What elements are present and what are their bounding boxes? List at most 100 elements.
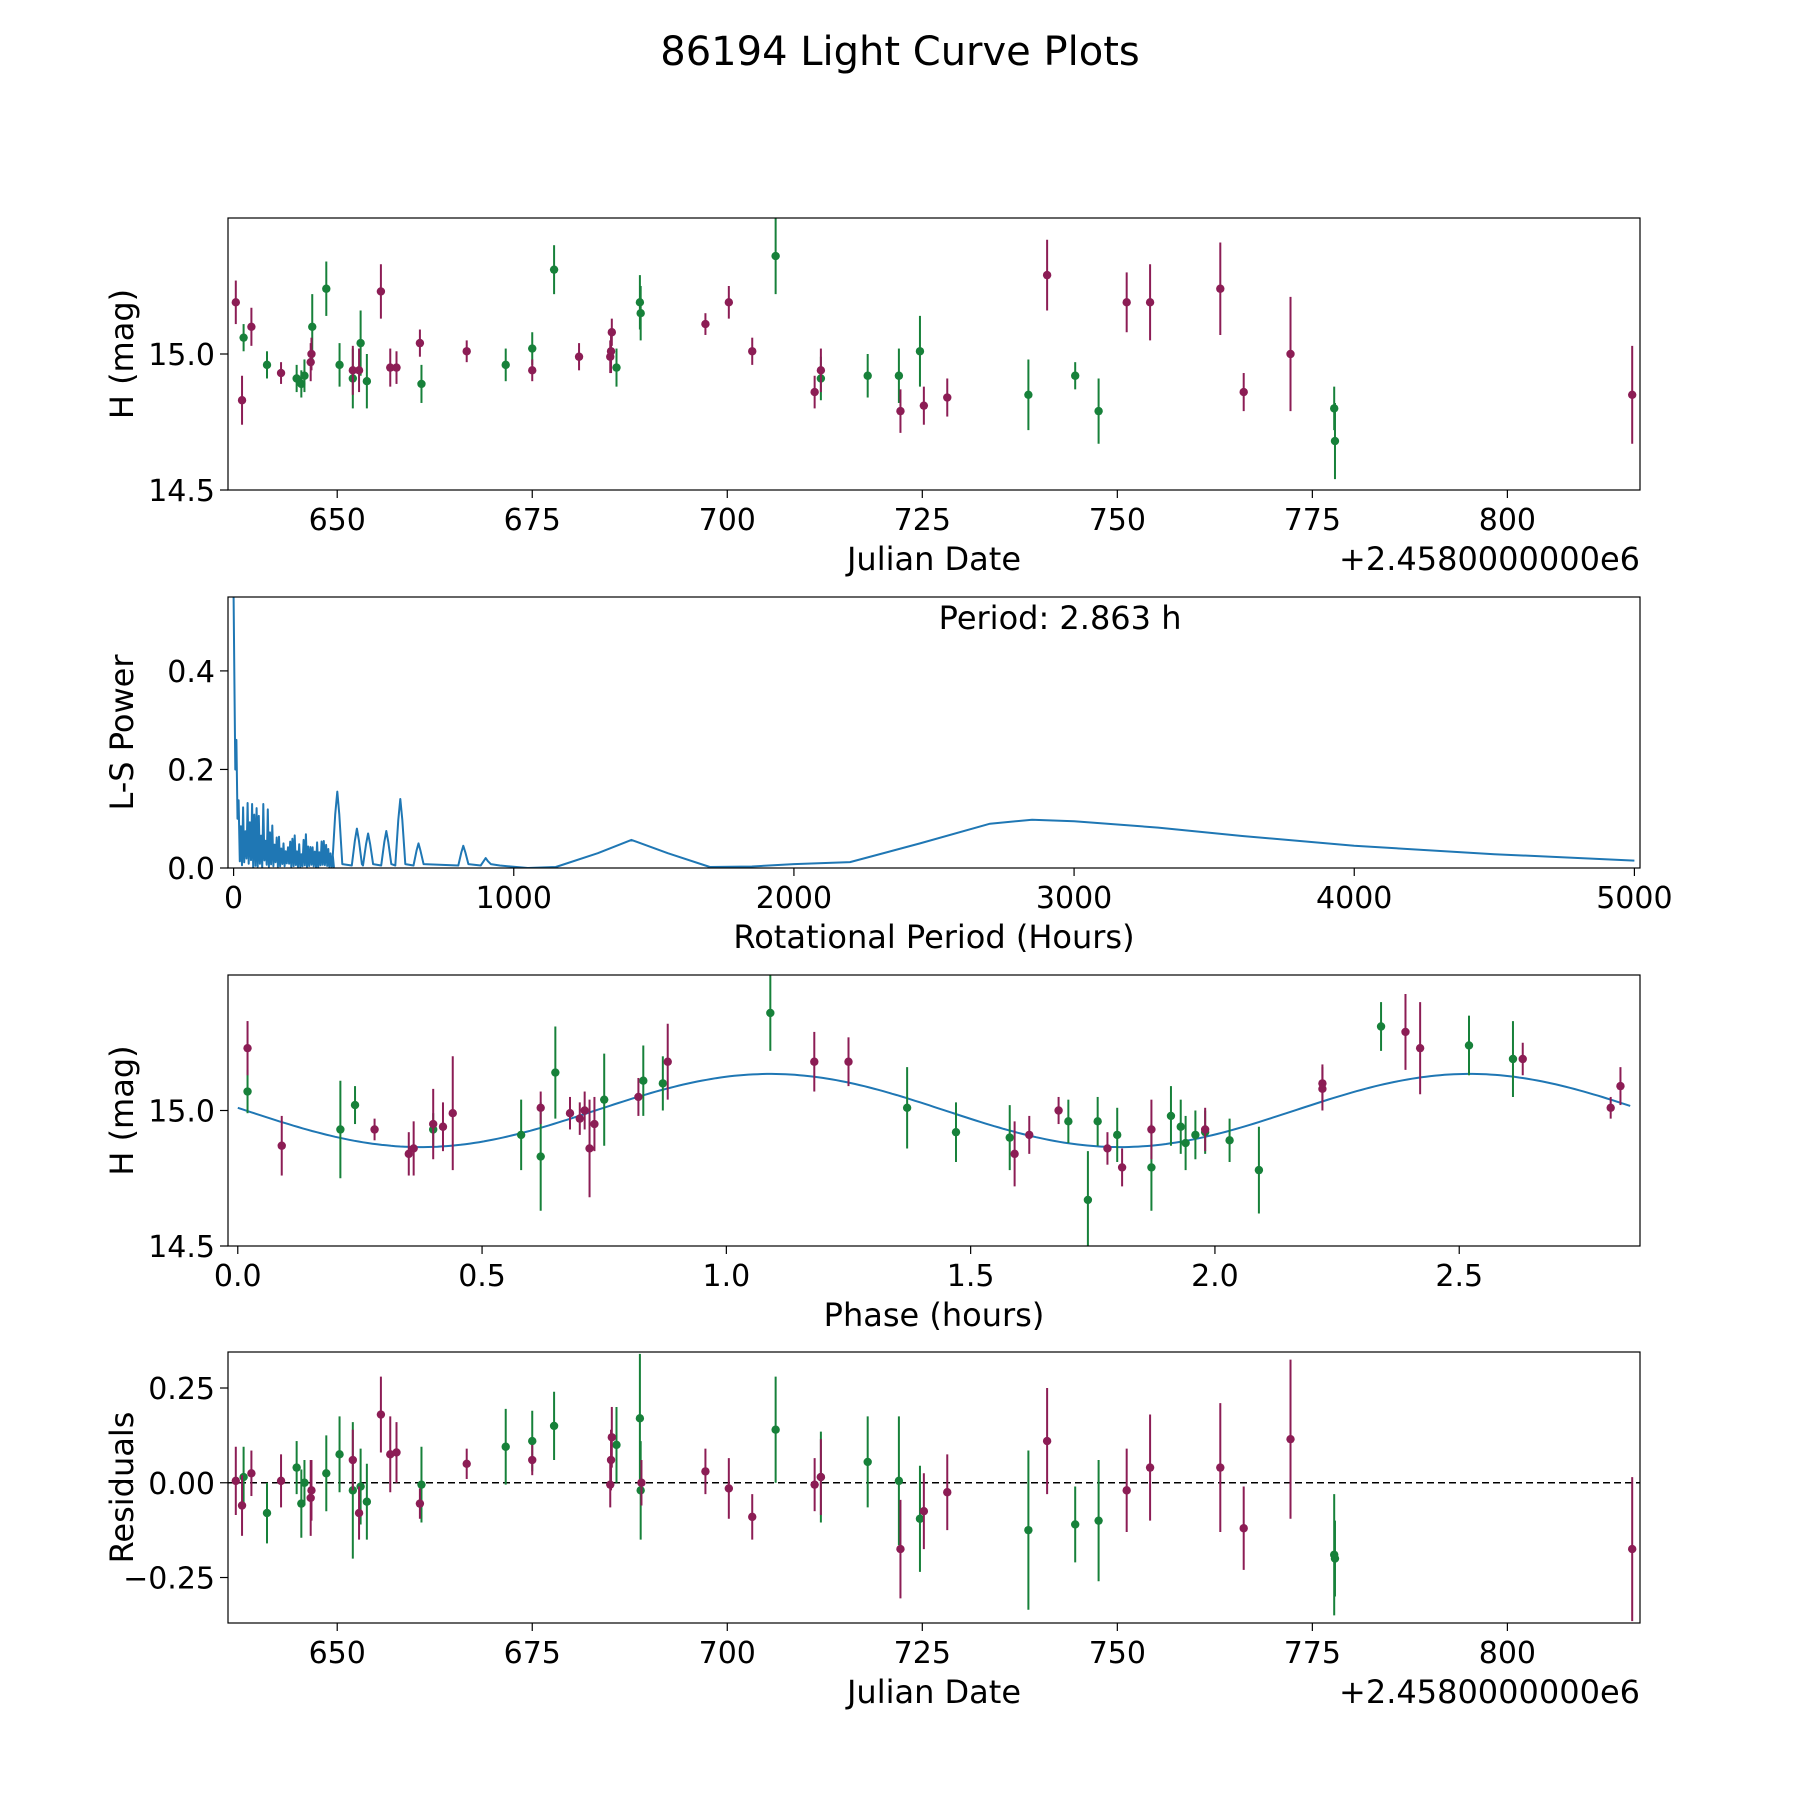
periodogram-ytick-label: 0.4 [167,655,215,690]
phased-series-green [243,975,1518,1246]
phased-xlabel: Phase (hours) [824,1296,1045,1334]
lightcurve-point [1042,270,1052,280]
periodogram-ylabel: L-S Power [103,654,141,811]
phased-point [580,1106,589,1115]
phased-point [1181,1138,1190,1148]
residuals-point [262,1508,272,1518]
residuals-point [894,1476,904,1486]
lightcurve-point [771,251,780,261]
residuals-point [612,1440,621,1450]
phased-point [1318,1084,1327,1094]
phased-point [404,1149,413,1159]
phased-point [243,1087,252,1096]
periodogram-line [232,597,1635,868]
residuals-series-purple [231,1359,1637,1622]
lightcurve-point [239,333,248,342]
residuals-point [816,1472,826,1482]
residuals-point [896,1544,905,1554]
residuals-point [701,1467,710,1476]
residuals-xtick-label: 675 [504,1636,561,1671]
residuals-point [1094,1516,1103,1525]
phased-point [1054,1106,1063,1115]
residuals-point [348,1486,358,1495]
lightcurve-point [528,366,537,375]
residuals-point [1071,1520,1080,1529]
lightcurve-point [701,319,710,329]
phased-frame [227,974,1641,1247]
residuals-point [348,1455,358,1465]
lightcurve-point [417,379,426,389]
phased-point [243,1043,252,1053]
lightcurve-point [915,347,925,356]
phased-point [409,1144,418,1153]
lightcurve-frame [227,217,1641,491]
phased-point [350,1100,360,1110]
residuals-ytick-label: 0.00 [148,1467,215,1502]
lightcurve-point [335,360,344,370]
phased-point [1147,1163,1156,1172]
lightcurve-xtick-label: 700 [699,503,756,538]
residuals-point [417,1480,426,1489]
lightcurve-point [574,352,584,361]
periodogram-xlabel: Rotational Period (Hours) [733,918,1134,956]
lightcurve-point [322,284,331,293]
lightcurve-point [356,338,365,348]
phased-point [1508,1054,1518,1064]
lightcurve-series-purple [231,239,1637,444]
residuals-xlabel: Julian Date [845,1673,1021,1711]
lightcurve-offset-label: +2.4580000000e6 [1339,540,1640,578]
residuals-point [528,1455,537,1465]
residuals-point [335,1450,344,1459]
lightcurve-point [606,347,616,356]
residuals-point [635,1414,645,1423]
residuals-point [1627,1544,1637,1554]
periodogram-xtick-label: 4000 [1316,881,1392,916]
lightcurve-point [415,338,425,348]
lightcurve-ylabel: H (mag) [103,289,141,419]
periodogram-xtick-label: 1000 [476,881,552,916]
residuals-point [1239,1524,1248,1533]
phased-point [639,1076,648,1085]
lightcurve-point [943,393,952,402]
residuals-point [919,1506,929,1516]
phased-point [600,1095,609,1104]
phased-point [1176,1122,1185,1131]
residuals-point [501,1442,510,1451]
lightcurve-point [386,363,395,372]
lightcurve-point [276,368,286,378]
lightcurve-xtick-label: 750 [1089,503,1146,538]
residuals-point [915,1514,925,1523]
residuals-point [771,1425,780,1434]
residuals-point [1216,1463,1225,1472]
phased-point [1464,1041,1474,1050]
phased-point [844,1057,853,1066]
periodogram-xtick-label: 3000 [1036,881,1112,916]
residuals-point [307,1486,316,1495]
periodogram-xtick-label: 5000 [1596,881,1672,916]
phased-point [370,1125,379,1134]
residuals-xtick-label: 800 [1479,1636,1536,1671]
lightcurve-point [863,371,872,380]
phased-point [585,1144,594,1153]
residuals-point [462,1459,471,1469]
lightcurve-point [1024,390,1033,399]
phased-point [1606,1103,1615,1112]
residuals-point [549,1421,559,1431]
residuals-point [392,1448,401,1457]
lightcurve-point [636,309,645,318]
phased-xtick-label: 0.5 [458,1259,506,1294]
lightcurve-point [1145,298,1155,307]
residuals-point [1286,1434,1295,1444]
lightcurve-point [300,371,309,380]
lightcurve-point [1286,349,1295,359]
phased-point [1113,1130,1122,1140]
residuals-xtick-label: 725 [894,1636,951,1671]
lightcurve-panel: 650 675 700 725 750 775 800 14.5 15.0 Julian Date… [103,217,1641,578]
residuals-point [528,1436,537,1446]
periodogram-annotation: Period: 2.863 h [939,599,1182,637]
lightcurve-point [231,298,241,307]
phased-point [810,1057,819,1066]
phased-point [551,1068,560,1077]
residuals-plot-area [228,1353,1640,1622]
lightcurve-point [810,387,819,397]
